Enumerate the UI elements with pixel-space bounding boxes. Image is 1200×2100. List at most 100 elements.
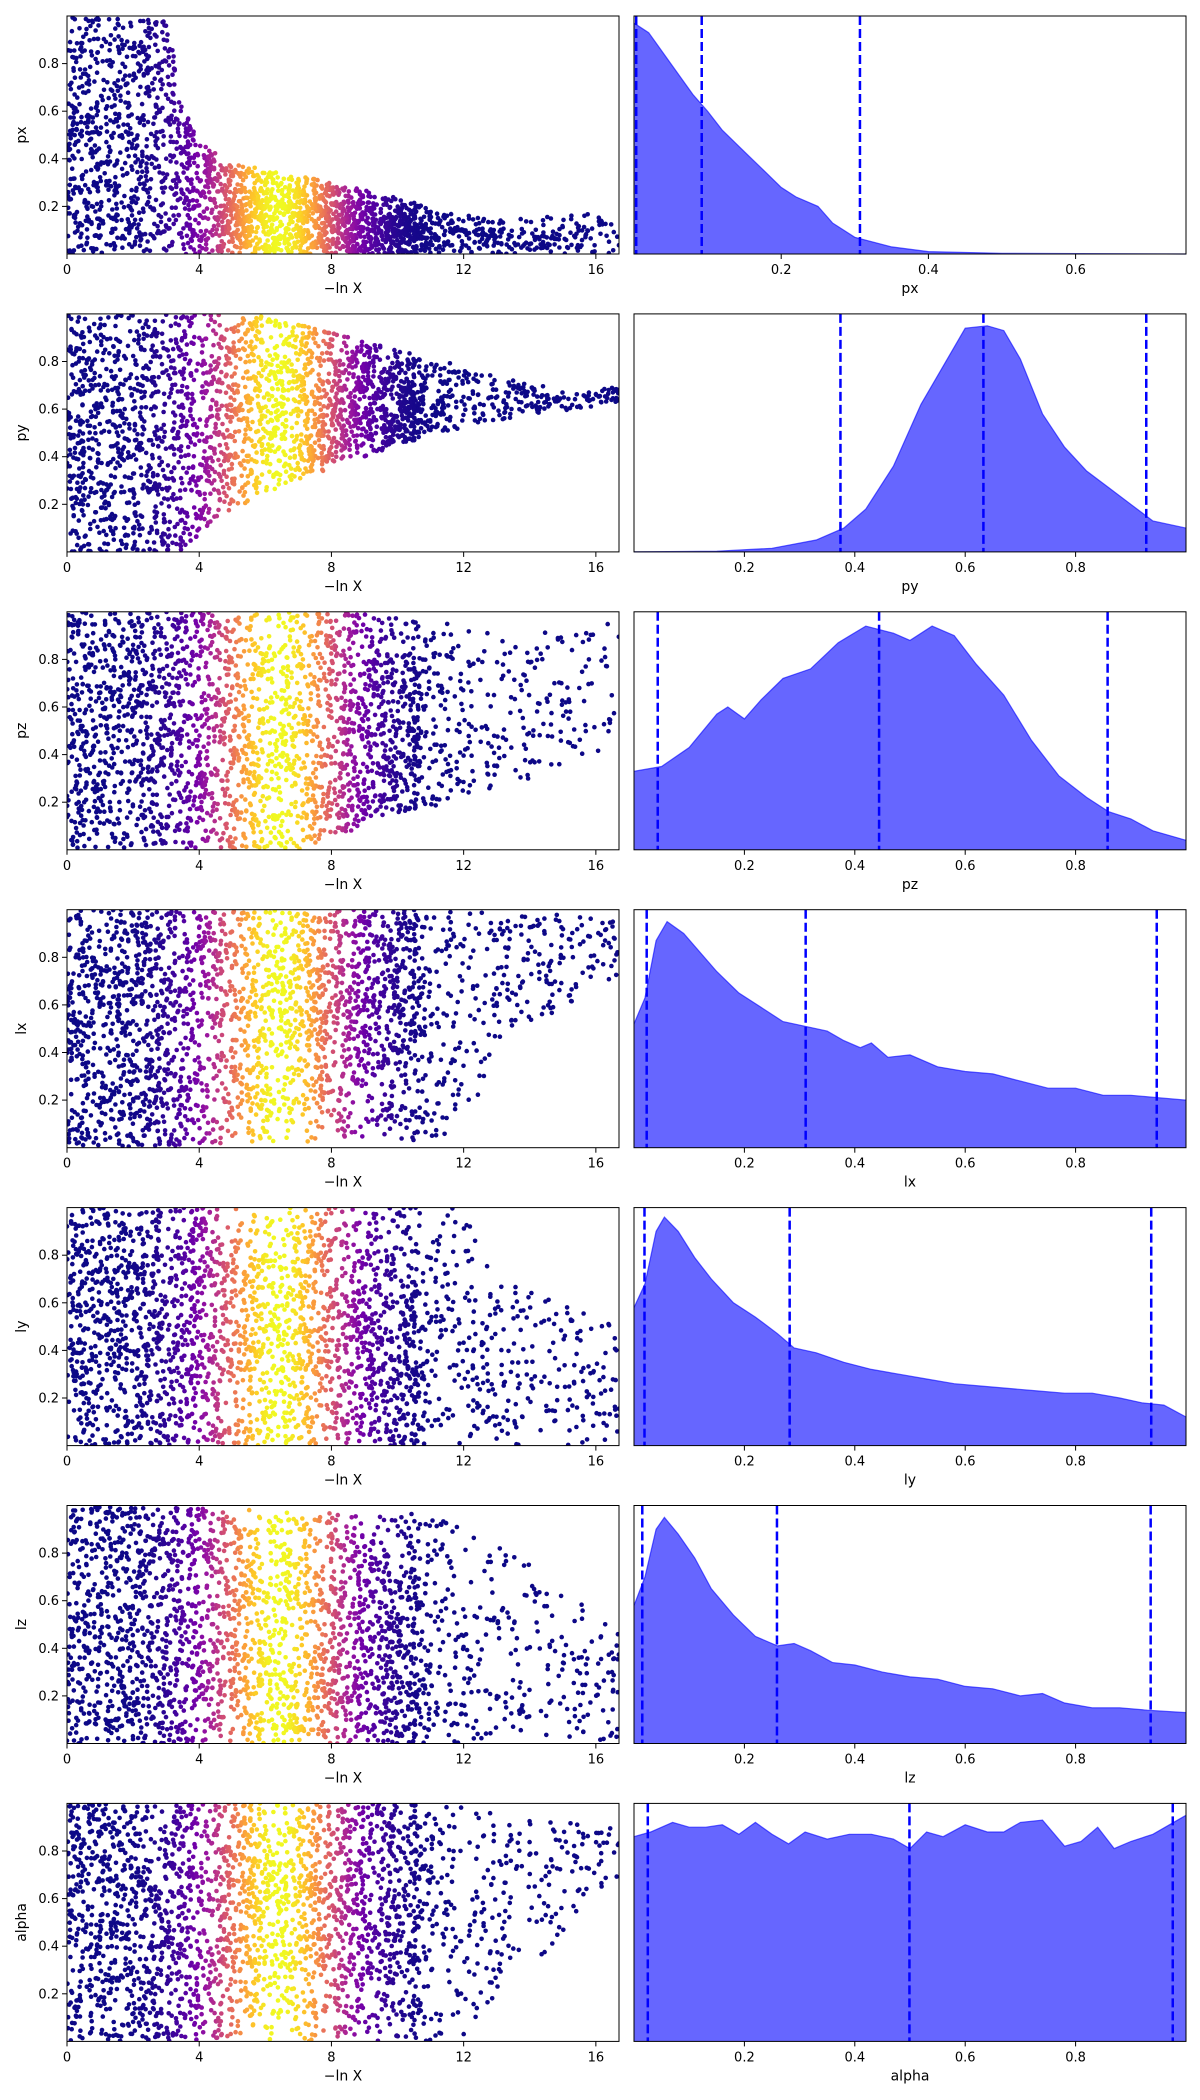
scatter-point	[465, 379, 471, 385]
scatter-point	[313, 340, 318, 346]
scatter-point	[610, 248, 616, 253]
scatter-point	[496, 408, 501, 414]
scatter-point	[205, 469, 211, 474]
scatter-point	[97, 131, 103, 136]
scatter-point	[471, 406, 477, 411]
scatter-point	[339, 432, 345, 437]
scatter-point	[249, 229, 255, 234]
scatter-point	[352, 388, 357, 393]
scatter-point	[70, 375, 76, 381]
scatter-point	[81, 513, 86, 518]
scatter-point	[241, 317, 247, 323]
scatter-point	[122, 406, 127, 412]
scatter-point	[246, 166, 252, 171]
scatter-point	[94, 438, 99, 443]
scatter-point	[94, 246, 99, 252]
scatter-point	[298, 251, 303, 254]
scatter-point	[309, 182, 315, 187]
scatter-point	[125, 170, 130, 176]
scatter-point	[147, 88, 152, 94]
scatter-point	[257, 239, 263, 244]
scatter-point	[191, 505, 197, 510]
scatter-point	[562, 236, 567, 242]
scatter-point	[358, 212, 364, 217]
scatter-point	[193, 251, 198, 254]
scatter-point	[191, 138, 196, 143]
scatter-point	[172, 413, 178, 418]
scatter-point	[388, 392, 394, 397]
scatter-point	[438, 366, 443, 372]
scatter-point	[124, 39, 130, 44]
scatter-point	[82, 485, 88, 491]
scatter-point	[501, 399, 506, 405]
scatter-point	[75, 480, 80, 486]
scatter-point	[163, 92, 169, 98]
scatter-point	[493, 395, 499, 401]
scatter-point	[72, 450, 78, 456]
scatter-point	[170, 540, 175, 546]
scatter-point	[86, 88, 91, 94]
scatter-point	[112, 353, 117, 359]
scatter-point	[150, 442, 156, 448]
scatter-point	[295, 374, 301, 379]
scatter-point	[161, 19, 166, 24]
scatter-point	[305, 458, 311, 464]
scatter-point	[88, 548, 93, 552]
scatter-point	[141, 18, 146, 24]
scatter-point	[127, 103, 132, 109]
scatter-point	[191, 247, 197, 252]
scatter-point	[194, 368, 199, 373]
scatter-point	[80, 502, 86, 507]
scatter-point	[76, 535, 81, 541]
scatter-point	[392, 347, 397, 353]
scatter-point	[85, 418, 90, 424]
scatter-point	[108, 64, 114, 69]
scatter-point	[94, 201, 100, 207]
scatter-point	[122, 160, 128, 166]
scatter-point	[244, 202, 249, 207]
scatter-point	[225, 446, 230, 451]
scatter-point	[157, 455, 162, 461]
scatter-point	[319, 450, 325, 456]
scatter-point	[296, 176, 301, 182]
scatter-point	[140, 383, 145, 389]
scatter-point	[72, 445, 78, 451]
scatter-point	[333, 382, 339, 387]
scatter-point	[145, 377, 150, 383]
scatter-point	[146, 324, 151, 330]
scatter-point	[540, 218, 546, 223]
scatter-point	[440, 247, 446, 252]
scatter-point	[418, 247, 423, 253]
scatter-point	[173, 370, 178, 376]
scatter-point	[190, 474, 196, 479]
scatter-point	[527, 242, 532, 247]
scatter-point	[287, 232, 293, 237]
scatter-point	[189, 321, 194, 326]
scatter-point	[254, 475, 260, 481]
scatter-point	[228, 395, 233, 400]
scatter-point	[325, 434, 331, 439]
scatter-point	[371, 448, 376, 453]
scatter-point	[569, 242, 574, 248]
scatter-point	[156, 374, 161, 380]
scatter-point	[248, 243, 253, 248]
scatter-point	[76, 138, 81, 144]
scatter-point	[245, 423, 251, 429]
scatter-point	[184, 385, 190, 390]
scatter-point	[466, 213, 472, 219]
y-tick-label: 0.8	[38, 57, 59, 72]
scatter-point	[312, 417, 317, 423]
scatter-point	[108, 336, 113, 341]
scatter-point	[559, 403, 565, 409]
scatter-point	[239, 473, 244, 479]
scatter-point	[244, 208, 249, 213]
scatter-point	[144, 161, 149, 166]
scatter-point	[399, 361, 405, 367]
scatter-point	[569, 213, 574, 218]
scatter-point	[96, 23, 101, 28]
scatter-point	[406, 383, 412, 388]
scatter-point	[158, 219, 164, 225]
scatter-point	[135, 133, 140, 138]
scatter-point	[294, 180, 299, 186]
